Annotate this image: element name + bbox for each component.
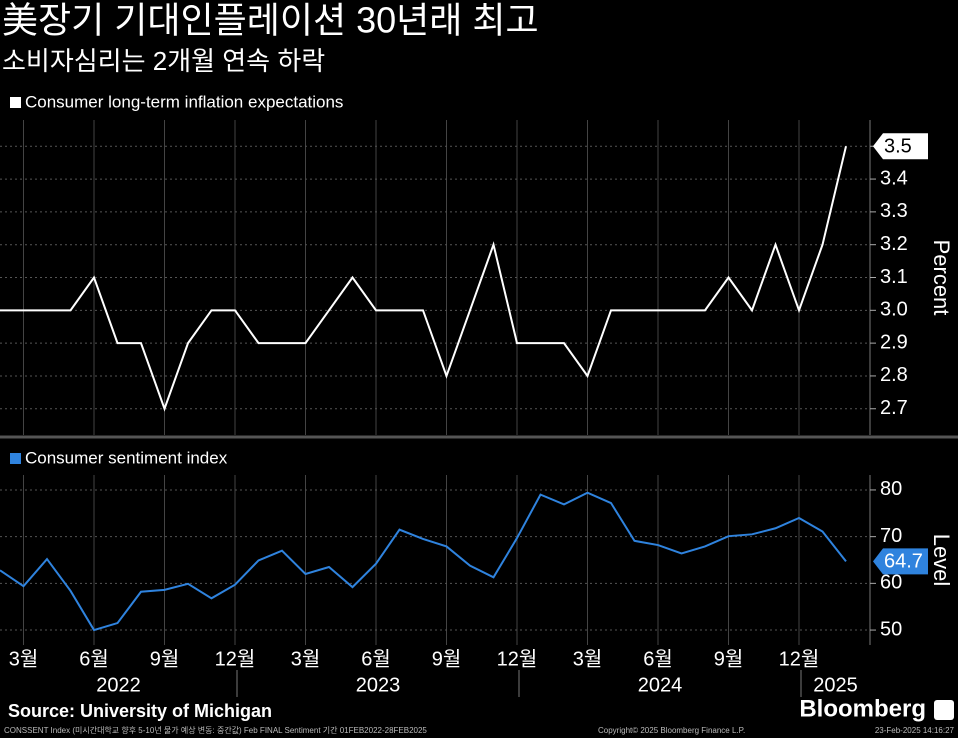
y-tick-label: 2.7 xyxy=(880,397,908,419)
x-tick-label: 9월 xyxy=(432,647,462,670)
legend-label: Consumer long-term inflation expectation… xyxy=(25,92,343,111)
last-value-label: 64.7 xyxy=(884,551,923,573)
y-tick-label: 60 xyxy=(880,572,902,594)
year-label: 2022 xyxy=(96,674,141,696)
x-tick-label: 9월 xyxy=(150,647,180,670)
x-tick-label: 6월 xyxy=(79,647,109,670)
x-tick-label: 12월 xyxy=(215,647,256,670)
legend-swatch xyxy=(10,453,21,464)
y-axis-label: Percent xyxy=(929,240,954,316)
series-line xyxy=(0,146,847,412)
x-tick-label: 3월 xyxy=(573,647,603,670)
brand: Bloomberg xyxy=(799,695,926,722)
legend-swatch xyxy=(10,97,21,108)
y-tick-label: 80 xyxy=(880,478,902,500)
y-axis-label: Level xyxy=(929,534,954,587)
last-value-label: 3.5 xyxy=(884,136,912,158)
y-tick-label: 2.9 xyxy=(880,331,908,353)
x-tick-label: 6월 xyxy=(643,647,673,670)
legend-label: Consumer sentiment index xyxy=(25,448,228,467)
y-tick-label: 3.4 xyxy=(880,167,908,189)
year-label: 2025 xyxy=(813,674,858,696)
y-tick-label: 50 xyxy=(880,618,902,640)
last-value-box xyxy=(873,133,928,160)
year-label: 2023 xyxy=(356,674,401,696)
x-tick-label: 3월 xyxy=(291,647,321,670)
footnote: CONSSENT Index (미시간대학교 향후 5-10년 물가 예상 변동… xyxy=(4,725,427,735)
title: 美장기 기대인플레이션 30년래 최고 xyxy=(2,0,539,41)
series-line xyxy=(0,491,847,632)
y-tick-label: 70 xyxy=(880,525,902,547)
x-tick-label: 12월 xyxy=(497,647,538,670)
x-tick-label: 3월 xyxy=(9,647,39,670)
x-tick-label: 9월 xyxy=(714,647,744,670)
timestamp: 23-Feb-2025 14:16:27 xyxy=(875,726,955,735)
year-label: 2024 xyxy=(638,674,683,696)
last-value-box xyxy=(873,548,928,575)
brand-icon xyxy=(934,700,954,720)
y-tick-label: 2.8 xyxy=(880,364,908,386)
y-tick-label: 3.3 xyxy=(880,200,908,222)
source: Source: University of Michigan xyxy=(8,701,272,721)
x-tick-label: 12월 xyxy=(779,647,820,670)
y-tick-label: 3.1 xyxy=(880,266,908,288)
subtitle: 소비자심리는 2개월 연속 하락 xyxy=(2,46,325,76)
y-tick-label: 3.2 xyxy=(880,233,908,255)
copyright: Copyright© 2025 Bloomberg Finance L.P. xyxy=(598,726,745,735)
y-tick-label: 3.0 xyxy=(880,299,908,321)
x-tick-label: 6월 xyxy=(361,647,391,670)
